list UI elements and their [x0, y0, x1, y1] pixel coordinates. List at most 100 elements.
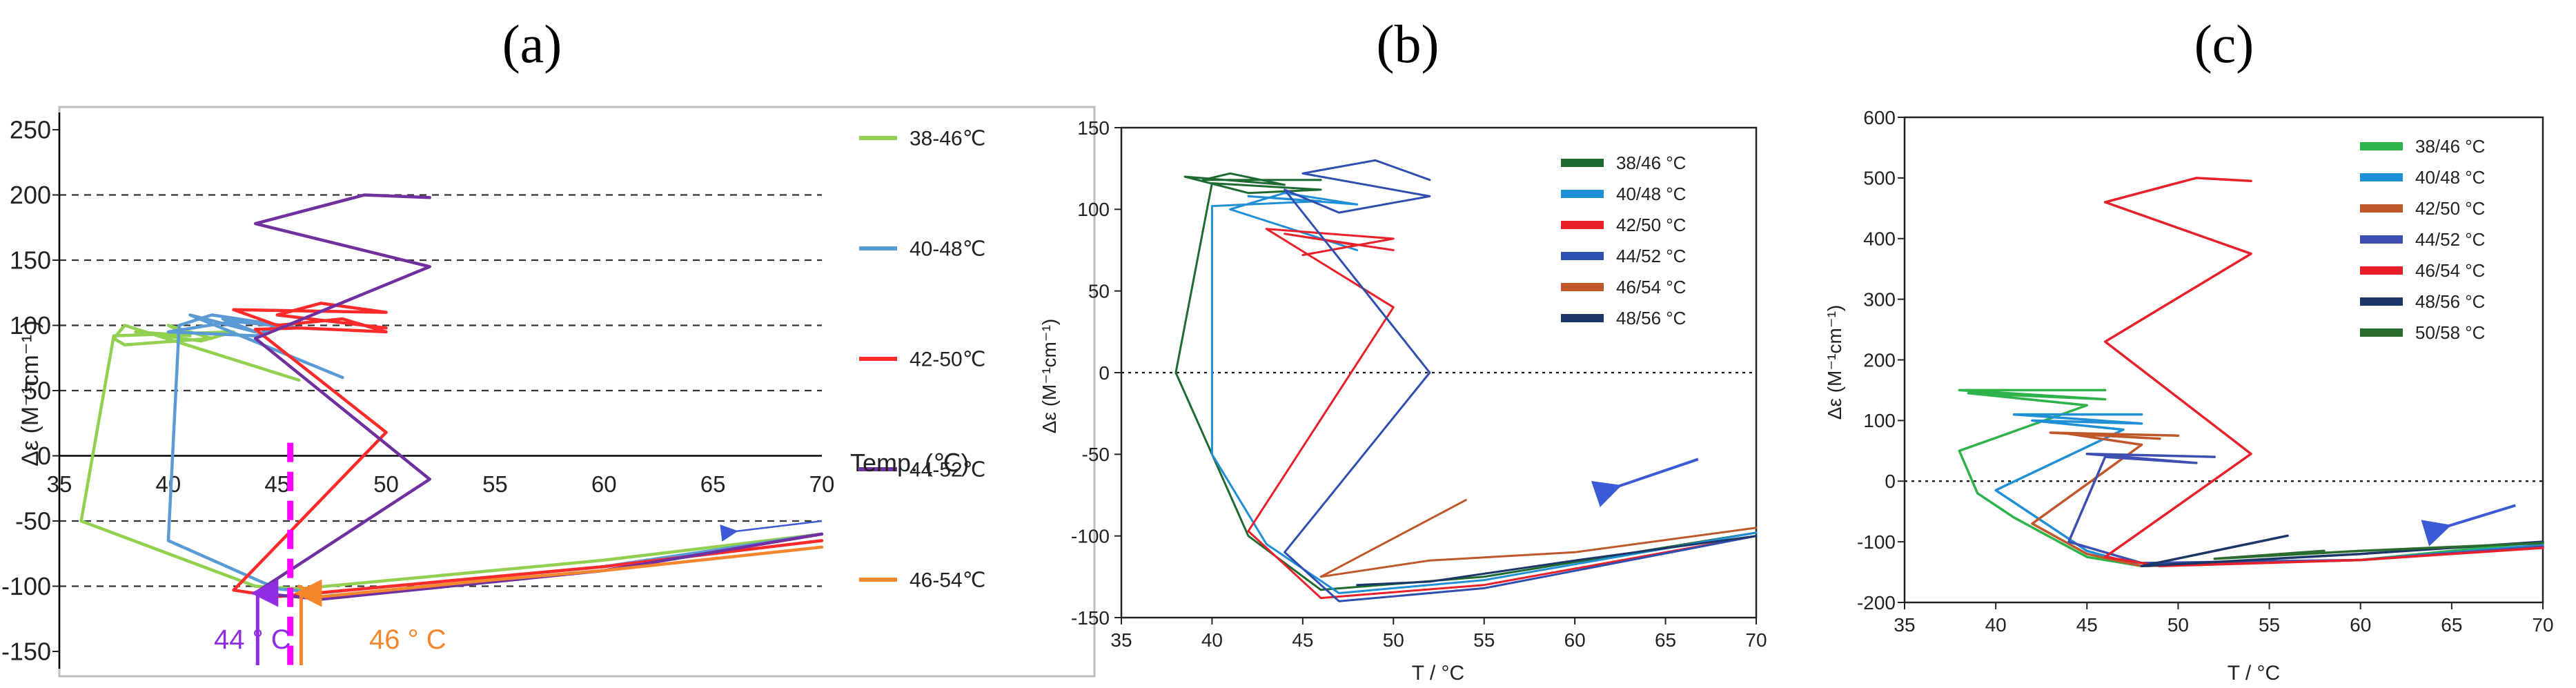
panel-a-y-axis-label: Δε (M⁻¹cm⁻¹ ): [17, 320, 43, 466]
panel-c-legend-label-48-56-c: 48/56 °C: [2415, 291, 2485, 312]
panel-a-markers: [250, 442, 823, 669]
panel-b-x-tick-label-60: 60: [1564, 629, 1586, 651]
panel-b-y-tick-label-100: -100: [1071, 525, 1110, 547]
panel-a-x-tick-label-65: 65: [700, 471, 726, 497]
panel-b-x-tick-label-35: 35: [1110, 629, 1132, 651]
panel-c-letter: (c): [2194, 14, 2254, 74]
panel-c-chart: 35 40 45 50 55 60 65 70 -200 -100 0 100 200 300 400 500…: [1824, 107, 2554, 685]
panel-c-y-tick-label-100: -100: [1857, 531, 1896, 553]
panel-b-legend-label-48-56-c: 48/56 °C: [1616, 308, 1686, 328]
panel-c-y-tick-label-300: 300: [1863, 288, 1896, 310]
panel-c-series-50-58-c: [2213, 542, 2544, 560]
panel-a-legend-label-46-54: 46-54℃: [910, 569, 985, 592]
panel-b-legend-label-42-50-c: 42/50 °C: [1616, 215, 1686, 235]
panel-b-markers: [1591, 458, 1699, 507]
panel-c-legend-label-40-48-c: 40/48 °C: [2415, 167, 2485, 188]
panel-c-y-tick-label-600: 600: [1863, 107, 1896, 128]
panel-b-legend-label-46-54-c: 46/54 °C: [1616, 277, 1686, 297]
panel-a-y-tick-label-250: 250: [10, 116, 51, 144]
panel-b-y-axis-label: Δε (M⁻¹cm⁻¹): [1039, 319, 1060, 433]
panel-b-legend-label-40-48-c: 40/48 °C: [1616, 184, 1686, 204]
panel-a-x-tick-label-35: 35: [47, 471, 72, 497]
panel-c-x-axis-label: T / °C: [2228, 662, 2280, 685]
panel-c-y-tick-label-200: -200: [1857, 592, 1896, 613]
panel-a-grid: [59, 194, 822, 587]
panel-a-y-tick-label-50: -50: [15, 507, 51, 535]
panel-c-legend-label-50-58-c: 50/58 °C: [2415, 322, 2485, 343]
panel-c-y-tick-label-500: 500: [1863, 168, 1896, 189]
panel-c-legend: 38/46 °C 40/48 °C 42/50 °C 44/52 °C 46/54 °C…: [2360, 136, 2485, 343]
panel-b-x-axis-label: T / °C: [1412, 662, 1464, 685]
panel-b-x-tick-label-55: 55: [1473, 629, 1495, 651]
panel-c-series-group: [1958, 177, 2544, 568]
panel-a-y-tick-label-0: 0: [37, 442, 51, 470]
panel-c-x-tick-label-65: 65: [2441, 614, 2462, 636]
panel-c-y-tick-label-400: 400: [1863, 228, 1896, 250]
panel-b-legend-label-38-46-c: 38/46 °C: [1616, 153, 1686, 173]
panel-b-x-tick-label-65: 65: [1655, 629, 1676, 651]
panel-a-legend: 38-46℃ 40-48℃ 42-50℃ 44-52℃ 46-54℃: [859, 128, 985, 592]
panel-b-series-42-50-c: [1247, 228, 1758, 600]
panel-a-y-tick-label-100: -100: [1, 572, 51, 600]
panel-b-series-group: [1174, 159, 1758, 602]
panel-c-x-tick-label-55: 55: [2259, 614, 2280, 636]
panel-c-x-tick-label-45: 45: [2076, 614, 2098, 636]
panel-a-x-tick-label-70: 70: [809, 471, 835, 497]
panel-c-direction-arrow: [2421, 504, 2516, 547]
panel-b-chart: 35 40 45 50 55 60 65 70 -150 -100 -50 0 50 100 150 38/…: [1039, 117, 1767, 685]
panel-b-series-40-48-c: [1210, 192, 1758, 594]
panel-b-series-48-56-c: [1356, 535, 1758, 587]
panel-b-legend-label-44-52-c: 44/52 °C: [1616, 246, 1686, 266]
panel-a-legend-label-40-48: 40-48℃: [910, 238, 985, 261]
panel-a-direction-arrow: [720, 520, 823, 542]
panel-c-x-tick-label-50: 50: [2167, 614, 2189, 636]
panel-b-series-46-54-c: [1319, 499, 1758, 578]
panel-a-y-tick-label-100: 100: [10, 311, 51, 340]
panel-b-y-tick-label-150: 150: [1077, 117, 1110, 139]
panel-a-y-tick-label-150: 150: [10, 246, 51, 275]
panel-c-axes: 35 40 45 50 55 60 65 70 -200 -100 0 100 200 300 400 500…: [1857, 107, 2554, 636]
panel-b-y-tick-label-150: -150: [1071, 607, 1110, 629]
panel-a-x-tick-label-40: 40: [155, 471, 181, 497]
panel-b-x-tick-label-45: 45: [1292, 629, 1313, 651]
panel-a-x-tick-label-60: 60: [591, 471, 617, 497]
panel-b-x-tick-label-50: 50: [1383, 629, 1404, 651]
panel-b-y-tick-label-50: 50: [1088, 280, 1110, 302]
panel-a-axes: 35 40 45 50 55 60 65 70 -150 -100 -50 0 50 100 150 200 2…: [1, 112, 834, 669]
panel-c-y-tick-label-200: 200: [1863, 349, 1896, 371]
panel-a-series-44-52: [253, 193, 824, 601]
panel-c-legend-label-42-50-c: 42/50 °C: [2415, 198, 2485, 219]
panel-a-legend-label-42-50: 42-50℃: [910, 348, 985, 371]
panel-b-legend: 38/46 °C 40/48 °C 42/50 °C 44/52 °C 46/54 °C…: [1561, 153, 1686, 328]
annotation-44c: 44 ° C: [214, 625, 291, 655]
panel-c-x-tick-label-35: 35: [1894, 614, 1915, 636]
panel-a-x-tick-label-50: 50: [373, 471, 399, 497]
panel-a-x-axis-label: Temp. (℃): [850, 449, 969, 477]
panel-a-y-tick-label-50: 50: [23, 377, 51, 405]
panel-b-y-tick-label-0: 0: [1099, 362, 1110, 384]
panel-a-y-tick-label-200: 200: [10, 181, 51, 209]
panel-a-legend-label-44-52: 44-52℃: [910, 459, 985, 482]
panel-b-direction-arrow: [1591, 458, 1699, 507]
panel-b-letter: (b): [1377, 14, 1439, 74]
panel-b-series-38-46-c: [1174, 172, 1758, 591]
panel-b-x-tick-label-40: 40: [1201, 629, 1223, 651]
panel-c-x-tick-label-60: 60: [2350, 614, 2371, 636]
panel-b-x-tick-label-70: 70: [1745, 629, 1767, 651]
panel-b-series-44-52-c: [1284, 159, 1758, 602]
panel-c-x-tick-label-40: 40: [1985, 614, 2007, 636]
panel-c-frame: [1903, 116, 2544, 604]
panel-a-chart: 35 40 45 50 55 60 65 70 -150 -100 -50 0 50 100 150 200 2…: [1, 106, 1096, 678]
panel-c-y-tick-label-100: 100: [1863, 410, 1896, 431]
annotation-46c: 46 ° C: [369, 625, 446, 655]
panel-a-legend-label-38-46: 38-46℃: [910, 128, 985, 150]
panel-a-y-tick-label-150: -150: [1, 638, 51, 666]
panel-a-x-tick-label-45: 45: [264, 471, 290, 497]
panel-c-markers: [2421, 504, 2516, 547]
panel-b-axes: 35 40 45 50 55 60 65 70 -150 -100 -50 0 50 100 150: [1071, 117, 1767, 651]
panel-a-letter: (a): [502, 14, 562, 74]
panel-b-y-tick-label-100: 100: [1077, 199, 1110, 220]
panel-c-legend-label-46-54-c: 46/54 °C: [2415, 260, 2485, 281]
panel-c-legend-label-38-46-c: 38/46 °C: [2415, 136, 2485, 157]
panel-b-y-tick-label-50: -50: [1082, 444, 1110, 465]
